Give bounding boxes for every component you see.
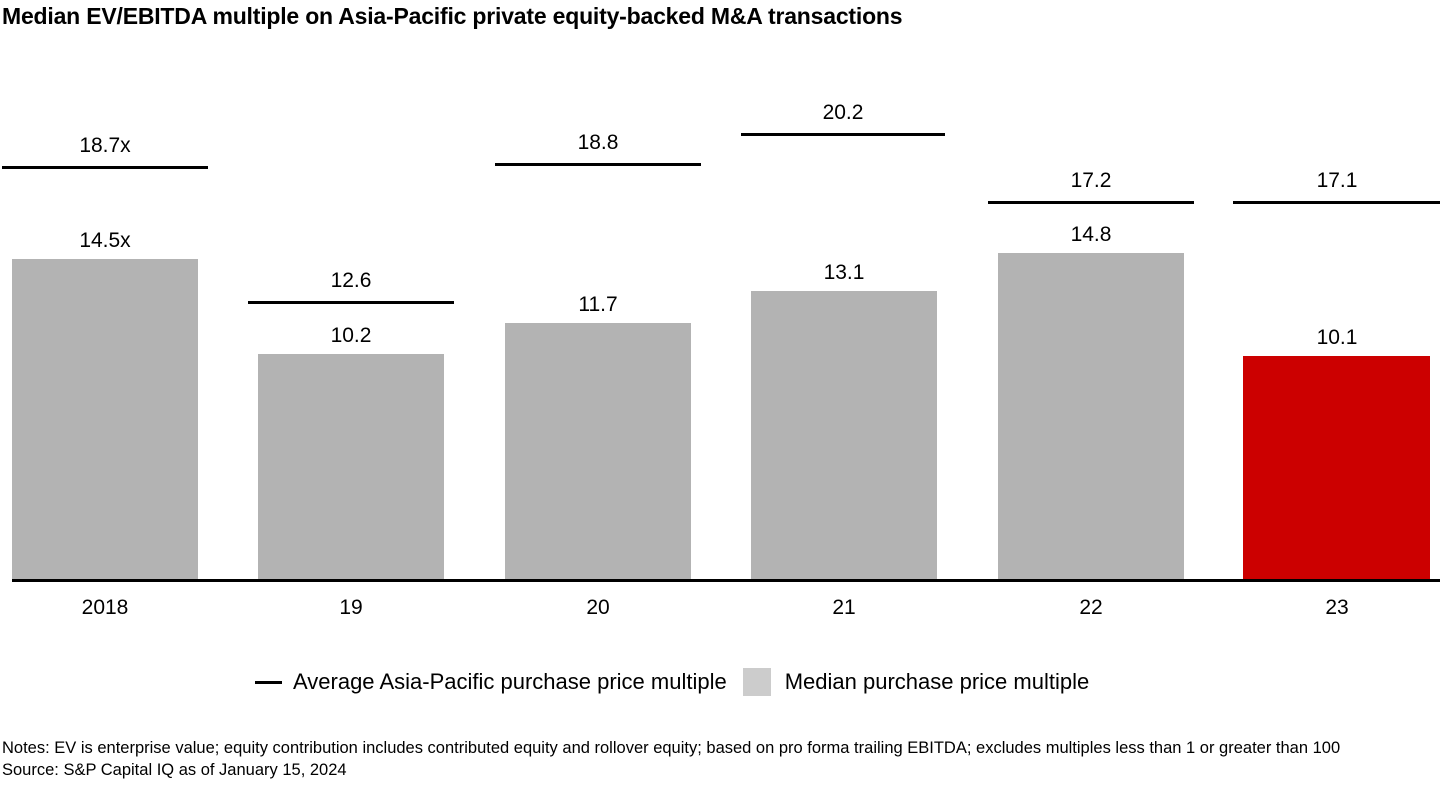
legend-median-label: Median purchase price multiple — [784, 669, 1090, 694]
x-label-21: 21 — [832, 596, 856, 619]
legend: Average Asia-Pacific purchase price mult… — [255, 668, 1089, 696]
avg-label-23: 17.1 — [1316, 169, 1358, 192]
avg-line-22 — [988, 201, 1194, 204]
plot-area: 18.7x 12.6 18.8 20.2 17.2 17.1 14.5x 10.… — [2, 101, 1440, 619]
median-label-20: 11.7 — [578, 293, 618, 316]
avg-line-20 — [495, 163, 701, 166]
avg-label-2018: 18.7x — [79, 134, 131, 157]
median-label-22: 14.8 — [1070, 223, 1112, 246]
chart-title: Median EV/EBITDA multiple on Asia-Pacifi… — [2, 3, 903, 29]
avg-line-2018 — [2, 166, 208, 169]
median-label-2018: 14.5x — [79, 229, 131, 252]
footnotes: Notes: EV is enterprise value; equity co… — [2, 738, 1422, 781]
bar-22 — [998, 253, 1184, 580]
avg-line-23 — [1233, 201, 1440, 204]
bar-19 — [258, 354, 444, 580]
source-text: Source: S&P Capital IQ as of January 15,… — [2, 760, 347, 779]
legend-box-swatch-icon — [742, 668, 771, 696]
avg-label-19: 12.6 — [330, 269, 372, 292]
bar-20 — [505, 323, 691, 580]
avg-line-19 — [248, 301, 454, 304]
avg-label-22: 17.2 — [1070, 169, 1112, 192]
notes-text: Notes: EV is enterprise value; equity co… — [2, 739, 1341, 757]
avg-label-20: 18.8 — [577, 131, 619, 154]
bar-21 — [751, 291, 937, 580]
bar-23-highlight — [1243, 356, 1430, 580]
median-label-21: 13.1 — [823, 261, 865, 284]
avg-label-21: 20.2 — [822, 101, 864, 124]
x-label-2018: 2018 — [81, 596, 129, 619]
legend-avg-label: Average Asia-Pacific purchase price mult… — [293, 669, 727, 694]
avg-line-21 — [741, 133, 945, 136]
x-label-19: 19 — [339, 596, 363, 619]
bar-2018 — [12, 259, 198, 580]
median-label-23: 10.1 — [1316, 326, 1358, 349]
x-label-23: 23 — [1325, 596, 1349, 619]
x-label-20: 20 — [586, 596, 610, 619]
x-label-22: 22 — [1079, 596, 1103, 619]
median-label-19: 10.2 — [330, 324, 372, 347]
x-axis-line — [12, 579, 1440, 582]
legend-line-swatch-icon — [255, 680, 282, 684]
